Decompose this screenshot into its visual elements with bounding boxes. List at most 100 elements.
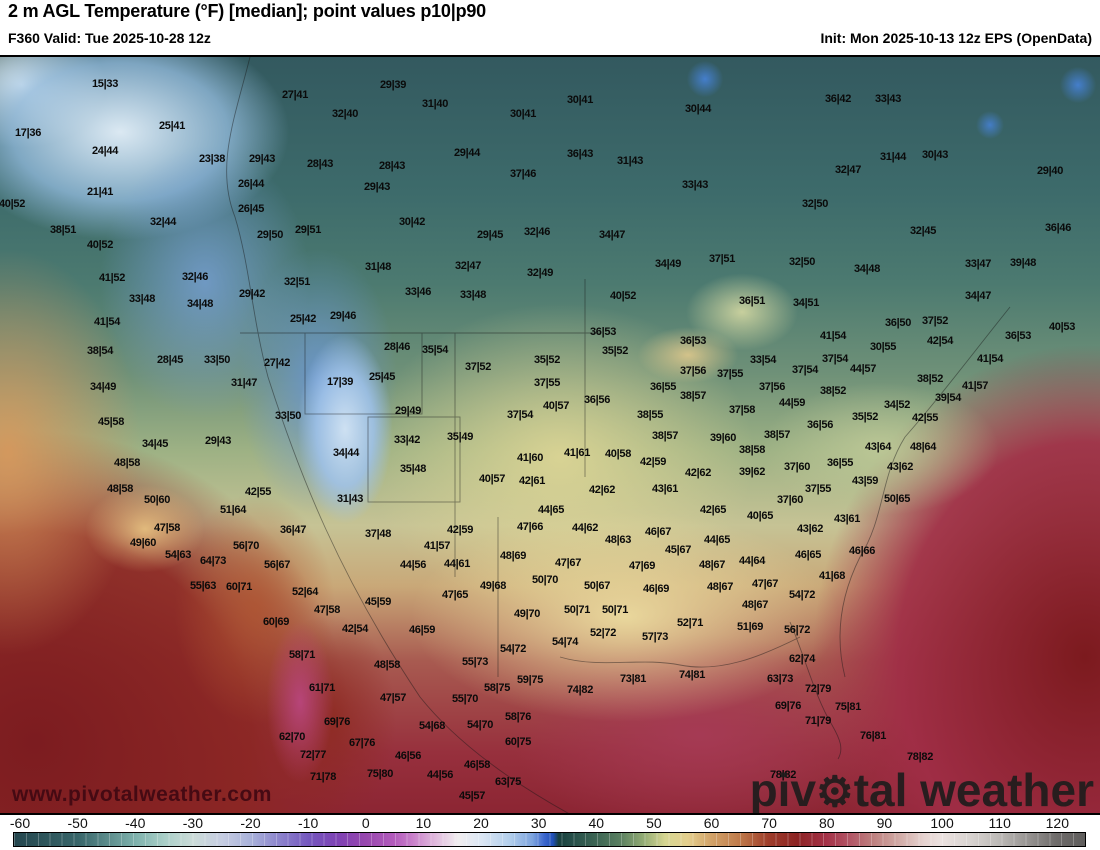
brand-watermark: piv⚙tal weather	[750, 763, 1094, 815]
point-value-label: 40|65	[746, 510, 774, 522]
point-value-label: 34|45	[141, 438, 169, 450]
point-value-label: 36|53	[589, 326, 617, 338]
colorbar-tick: 90	[876, 815, 893, 831]
point-value-label: 37|56	[758, 381, 786, 393]
point-value-label: 35|52	[533, 354, 561, 366]
point-value-label: 71|78	[309, 771, 337, 783]
point-value-label: 32|49	[526, 267, 554, 279]
point-value-label: 46|56	[394, 750, 422, 762]
point-value-label: 39|54	[934, 392, 962, 404]
point-value-label: 36|56	[806, 419, 834, 431]
point-value-label: 32|46	[181, 271, 209, 283]
point-value-label: 40|57	[542, 400, 570, 412]
temperature-map[interactable]: 15|33 17|36 25|41 24|44 23|38 29|43 26|44 21|41…	[0, 55, 1100, 815]
point-value-label: 27|42	[263, 357, 291, 369]
point-value-label: 43|59	[851, 475, 879, 487]
point-value-label: 50|70	[531, 574, 559, 586]
point-value-label: 69|76	[323, 716, 351, 728]
point-value-label: 48|58	[373, 659, 401, 671]
point-value-label: 32|40	[331, 108, 359, 120]
point-value-label: 46|67	[644, 526, 672, 538]
point-value-label: 35|48	[399, 463, 427, 475]
point-value-label: 38|57	[679, 390, 707, 402]
point-value-label: 25|45	[368, 371, 396, 383]
point-value-label: 36|43	[566, 148, 594, 160]
point-value-label: 47|58	[153, 522, 181, 534]
point-value-label: 24|44	[91, 145, 119, 157]
colorbar-tick: -50	[67, 815, 88, 831]
point-value-label: 50|71	[601, 604, 629, 616]
point-value-label: 73|81	[619, 673, 647, 685]
point-value-label: 78|82	[769, 769, 797, 781]
point-value-label: 30|41	[509, 108, 537, 120]
colorbar-tick: 40	[588, 815, 605, 831]
point-value-label: 55|63	[189, 580, 217, 592]
colorbar-tick: -20	[240, 815, 261, 831]
point-value-label: 34|48	[186, 298, 214, 310]
point-value-label: 46|66	[848, 545, 876, 557]
point-value-label: 49|68	[479, 580, 507, 592]
point-value-label: 56|72	[783, 624, 811, 636]
point-value-label: 56|67	[263, 559, 291, 571]
colorbar-tick: 110	[988, 815, 1011, 831]
point-value-label: 46|69	[642, 583, 670, 595]
point-value-label: 29|42	[238, 288, 266, 300]
point-value-label: 41|60	[516, 452, 544, 464]
point-value-label: 41|61	[563, 447, 591, 459]
point-value-label: 17|36	[14, 127, 42, 139]
point-value-label: 39|60	[709, 432, 737, 444]
point-value-label: 28|45	[156, 354, 184, 366]
point-value-label: 59|75	[516, 674, 544, 686]
page-title: 2 m AGL Temperature (°F) [median]; point…	[8, 1, 486, 21]
point-value-label: 26|44	[237, 178, 265, 190]
point-value-label: 47|66	[516, 521, 544, 533]
point-value-label: 44|61	[443, 558, 471, 570]
point-value-label: 67|76	[348, 737, 376, 749]
point-value-label: 58|75	[483, 682, 511, 694]
point-value-label: 34|49	[89, 381, 117, 393]
point-value-label: 32|47	[454, 260, 482, 272]
point-value-label: 50|60	[143, 494, 171, 506]
point-value-label: 42|55	[244, 486, 272, 498]
point-value-label: 54|72	[788, 589, 816, 601]
point-value-label: 71|79	[804, 715, 832, 727]
point-value-label: 45|58	[97, 416, 125, 428]
point-value-label: 45|57	[458, 790, 486, 802]
point-value-label: 41|52	[98, 272, 126, 284]
point-value-label: 52|71	[676, 617, 704, 629]
point-value-label: 42|62	[684, 467, 712, 479]
point-value-label: 35|52	[851, 411, 879, 423]
point-value-label: 30|55	[869, 341, 897, 353]
point-value-label: 45|59	[364, 596, 392, 608]
point-value-label: 33|48	[459, 289, 487, 301]
point-value-label: 49|70	[513, 608, 541, 620]
point-value-label: 30|42	[398, 216, 426, 228]
point-value-label: 37|56	[679, 365, 707, 377]
point-value-label: 47|58	[313, 604, 341, 616]
state-borders-overlay	[226, 57, 1011, 813]
point-value-label: 34|47	[964, 290, 992, 302]
point-value-label: 28|43	[378, 160, 406, 172]
point-value-label: 47|65	[441, 589, 469, 601]
point-value-label: 37|48	[364, 528, 392, 540]
point-value-label: 32|44	[149, 216, 177, 228]
point-value-label: 61|71	[308, 682, 336, 694]
point-value-label: 44|65	[537, 504, 565, 516]
point-value-label: 15|33	[91, 78, 119, 90]
point-value-label: 48|69	[499, 550, 527, 562]
point-value-label: 44|57	[849, 363, 877, 375]
point-value-label: 36|53	[1004, 330, 1032, 342]
point-value-label: 48|63	[604, 534, 632, 546]
point-value-label: 38|58	[738, 444, 766, 456]
point-value-label: 44|56	[426, 769, 454, 781]
point-value-label: 36|42	[824, 93, 852, 105]
point-value-label: 31|48	[364, 261, 392, 273]
point-value-label: 30|44	[684, 103, 712, 115]
point-value-label: 64|73	[199, 555, 227, 567]
colorbar-tick: 20	[473, 815, 489, 831]
point-value-label: 40|52	[609, 290, 637, 302]
point-value-label: 46|65	[794, 549, 822, 561]
point-value-label: 32|51	[283, 276, 311, 288]
point-value-label: 60|71	[225, 581, 253, 593]
brand-suffix: tal weather	[853, 764, 1094, 815]
